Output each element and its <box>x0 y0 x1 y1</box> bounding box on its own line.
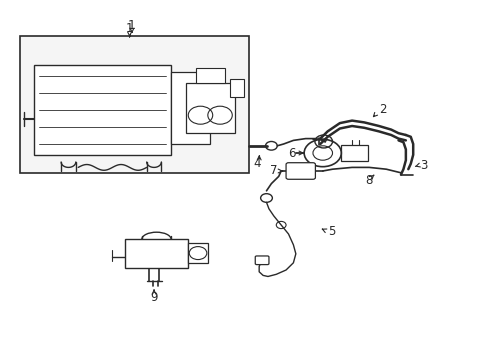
Text: 1: 1 <box>128 19 136 32</box>
Text: 4: 4 <box>252 157 260 170</box>
Bar <box>124 239 188 268</box>
Text: 6: 6 <box>288 147 295 159</box>
Text: 1: 1 <box>125 22 133 35</box>
Bar <box>229 79 244 97</box>
Text: 8: 8 <box>365 174 372 186</box>
Bar <box>195 68 224 83</box>
Bar <box>188 243 207 263</box>
FancyBboxPatch shape <box>285 163 315 179</box>
FancyBboxPatch shape <box>255 256 268 265</box>
Text: 2: 2 <box>378 103 386 116</box>
Text: 7: 7 <box>269 165 277 177</box>
Bar <box>185 83 234 133</box>
Text: 3: 3 <box>420 159 427 172</box>
Bar <box>34 65 171 155</box>
Bar <box>341 145 367 161</box>
Text: 5: 5 <box>327 225 334 238</box>
Text: 9: 9 <box>150 291 158 304</box>
Bar <box>20 36 249 173</box>
Bar <box>171 72 210 144</box>
